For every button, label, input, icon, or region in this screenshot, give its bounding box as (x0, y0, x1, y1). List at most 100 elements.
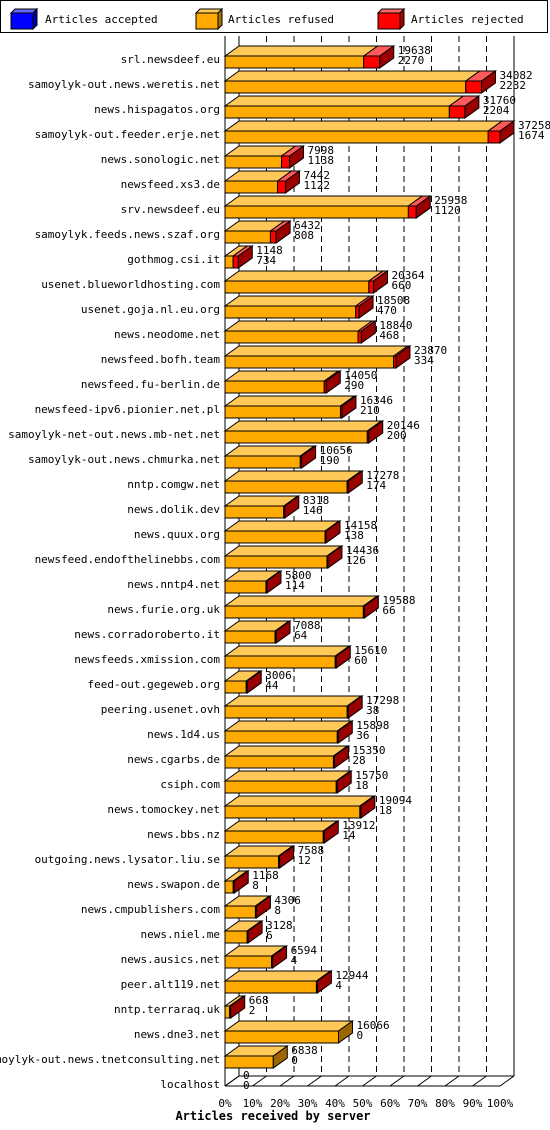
bar-refused-top (223, 520, 341, 532)
value-label-refused: 7088 (294, 619, 321, 632)
server-label: news.hispagatos.org (94, 103, 220, 116)
x-tick-label: 0% (218, 1097, 232, 1110)
value-label-rejected: 44 (265, 679, 279, 692)
bar-refused (224, 630, 276, 644)
value-label-refused: 12944 (335, 969, 368, 982)
server-label: news.swapon.de (127, 878, 220, 891)
value-label-rejected: 1122 (303, 179, 330, 192)
bar-refused-top (223, 420, 383, 432)
x-tick-label: 40% (325, 1097, 345, 1110)
bar-refused-top (223, 45, 380, 57)
bar-refused (224, 430, 368, 444)
bar-refused (224, 855, 280, 869)
value-label-rejected: 8 (274, 904, 281, 917)
value-label-refused: 34082 (500, 69, 533, 82)
legend-label-refused: Articles refused (228, 13, 334, 26)
bar-refused (224, 455, 301, 469)
bar-refused (224, 880, 234, 894)
value-label-refused: 7998 (308, 144, 335, 157)
bar-refused-top (223, 295, 372, 307)
gridline-floor (362, 1075, 377, 1087)
value-label-rejected: 1120 (434, 204, 461, 217)
server-label: news.1d4.us (147, 728, 220, 741)
server-label: samoylyk-out.news.chmurka.net (28, 453, 220, 466)
legend-label-rejected: Articles rejected (411, 13, 524, 26)
server-label: news.niel.me (141, 928, 220, 941)
bar-end-side (316, 970, 332, 994)
value-label-rejected: 1138 (308, 154, 335, 167)
value-label-refused: 18508 (377, 294, 410, 307)
bar-refused (224, 480, 348, 494)
value-label-refused: 31760 (483, 94, 516, 107)
chart-legend: Articles accepted Articles refused Artic… (0, 0, 548, 33)
value-label-refused: 20146 (387, 419, 420, 432)
x-tick-label: 20% (270, 1097, 290, 1110)
value-label-refused: 6432 (294, 219, 321, 232)
bar-end-side (272, 945, 288, 969)
gridline-floor (472, 1075, 487, 1087)
bar-refused-top (223, 445, 316, 457)
server-label: feed-out.gegeweb.org (88, 678, 220, 691)
value-label-rejected: 18 (355, 779, 368, 792)
bar-end-side (415, 195, 431, 219)
x-axis-title: Articles received by server (175, 1109, 370, 1123)
bar-refused (224, 105, 450, 119)
value-label-rejected: 210 (360, 404, 380, 417)
bar-refused-top (223, 120, 504, 132)
value-label-refused: 10656 (320, 444, 353, 457)
bar-refused-top (223, 595, 379, 607)
value-label-rejected: 190 (320, 454, 340, 467)
bar-end-side (266, 570, 282, 594)
bar-refused (224, 155, 282, 169)
server-label: newsfeed.xs3.de (121, 178, 220, 191)
bar-refused (224, 605, 364, 619)
value-label-rejected: 28 (352, 754, 365, 767)
bar-refused-top (223, 820, 339, 832)
legend-swatch-refused (194, 7, 224, 31)
value-label-refused: 6594 (291, 944, 318, 957)
bar-rejected (487, 130, 501, 144)
value-label-refused: 25958 (434, 194, 467, 207)
value-label-rejected: 146 (303, 504, 323, 517)
bar-refused (224, 930, 248, 944)
bar-end-side (347, 695, 363, 719)
value-label-refused: 6838 (291, 1044, 318, 1057)
bar-end-side (337, 1020, 353, 1044)
value-label-rejected: 468 (379, 329, 399, 342)
value-label-refused: 668 (249, 994, 269, 1007)
legend-swatch-accepted (9, 7, 39, 31)
bar-end-side (481, 70, 497, 94)
server-label: news.ausics.net (121, 953, 220, 966)
bar-refused (224, 355, 395, 369)
bar-refused (224, 80, 467, 94)
server-label: news.cgarbs.de (127, 753, 220, 766)
value-label-rejected: 36 (356, 729, 369, 742)
value-label-refused: 8318 (303, 494, 330, 507)
bar-refused (224, 680, 247, 694)
server-label: samoylyk.feeds.news.szaf.org (35, 228, 220, 241)
bar-refused (224, 805, 361, 819)
x-tick-label: 30% (298, 1097, 318, 1110)
server-label: news.corradoroberto.it (74, 628, 220, 641)
value-label-rejected: 18 (379, 804, 392, 817)
server-label: news.nntp4.net (127, 578, 220, 591)
bar-refused-top (223, 470, 363, 482)
bar-end-side (237, 245, 253, 269)
server-label: csiph.com (160, 778, 220, 791)
value-label-refused: 15898 (356, 719, 389, 732)
server-label: newsfeed.endofthelinebbs.com (35, 553, 221, 566)
bar-refused-top (223, 1020, 355, 1032)
bar-refused (224, 505, 285, 519)
server-label: news.cmpublishers.com (81, 903, 220, 916)
value-label-rejected: 8 (252, 879, 259, 892)
bar-rejected (368, 280, 375, 294)
value-label-refused: 16346 (360, 394, 393, 407)
value-label-rejected: 14 (342, 829, 356, 842)
server-label: outgoing.news.lysator.liu.se (35, 853, 220, 866)
bar-end-side (373, 270, 389, 294)
value-label-rejected: 138 (344, 529, 364, 542)
value-label-rejected: 0 (243, 1079, 250, 1092)
bar-end-side (246, 670, 262, 694)
value-label-rejected: 64 (294, 629, 308, 642)
value-label-rejected: 2 (249, 1004, 256, 1017)
